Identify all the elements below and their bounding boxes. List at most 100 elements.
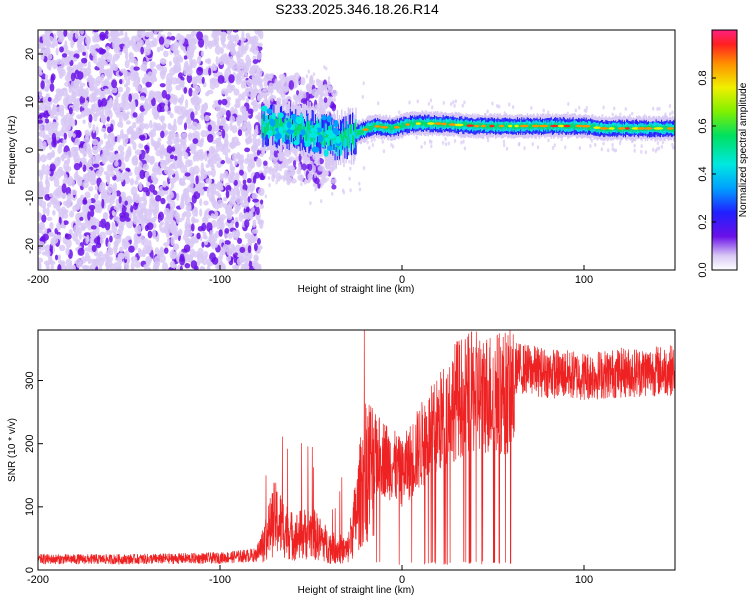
- heatmap-cell: [192, 130, 200, 138]
- heatmap-cell: [130, 102, 136, 112]
- heatmap-cell: [198, 154, 205, 161]
- heatmap-cell: [48, 62, 52, 71]
- heatmap-cell: [246, 178, 252, 184]
- heatmap-cell: [153, 106, 158, 112]
- heatmap-cell: [309, 160, 312, 165]
- heatmap-cell: [652, 125, 654, 131]
- heatmap-cell: [324, 123, 327, 143]
- heatmap-cell: [311, 146, 320, 153]
- heatmap-cell: [410, 120, 413, 130]
- heatmap-cell: [348, 159, 351, 164]
- heatmap-cell: [158, 36, 165, 45]
- heatmap-cell: [172, 65, 177, 73]
- heatmap-cell: [364, 126, 366, 137]
- heatmap-cell: [325, 66, 328, 71]
- heatmap-cell: [38, 90, 43, 99]
- heatmap-cell: [371, 125, 374, 130]
- heatmap-cell: [50, 264, 55, 270]
- heatmap-cell: [512, 123, 514, 129]
- heatmap-cell: [128, 93, 133, 102]
- heatmap-cell: [117, 122, 121, 128]
- heatmap-cell: [141, 219, 145, 230]
- heatmap-cell: [495, 124, 497, 130]
- heatmap-cell: [160, 58, 167, 65]
- heatmap-cell: [319, 96, 323, 101]
- heatmap-cell: [231, 152, 238, 162]
- heatmap-cell: [111, 57, 116, 67]
- heatmap-cell: [150, 77, 154, 83]
- heatmap-cell: [62, 151, 68, 159]
- heatmap-cell: [300, 129, 306, 136]
- heatmap-cell: [462, 139, 465, 144]
- heatmap-cell: [198, 182, 206, 187]
- heatmap-cell: [179, 255, 186, 266]
- heatmap-cell: [140, 63, 147, 72]
- heatmap-cell: [143, 217, 149, 224]
- heatmap-cell: [271, 112, 276, 120]
- heatmap-cell: [257, 219, 263, 225]
- heatmap-cell: [46, 35, 54, 43]
- heatmap-cell: [592, 124, 594, 130]
- heatmap-cell: [327, 88, 333, 94]
- heatmap-cell: [255, 157, 262, 168]
- heatmap-cell: [216, 199, 224, 208]
- heatmap-cell: [80, 147, 85, 154]
- heatmap-cell: [422, 119, 425, 130]
- heatmap-cell: [121, 205, 128, 215]
- heatmap-cell: [175, 192, 180, 201]
- heatmap-cell: [305, 130, 307, 141]
- heatmap-cell: [90, 225, 97, 230]
- heatmap-cell: [148, 208, 153, 218]
- heatmap-cell: [359, 129, 362, 135]
- heatmap-cell: [40, 103, 47, 112]
- heatmap-cell: [170, 163, 176, 168]
- heatmap-cell: [60, 261, 65, 268]
- heatmap-cell: [362, 128, 365, 134]
- heatmap-cell: [176, 105, 183, 115]
- heatmap-cell: [247, 245, 252, 254]
- heatmap-cell: [38, 42, 44, 50]
- heatmap-cell: [184, 172, 191, 177]
- heatmap-cell: [462, 121, 464, 127]
- heatmap-cell: [42, 34, 47, 40]
- heatmap-cell: [92, 123, 96, 134]
- heatmap-cell: [45, 181, 50, 190]
- heatmap-cell: [306, 138, 311, 147]
- heatmap-cell: [314, 174, 317, 179]
- heatmap-cell: [159, 69, 167, 76]
- heatmap-cell: [191, 236, 197, 245]
- heatmap-cell: [79, 30, 85, 35]
- heatmap-cell: [351, 123, 354, 144]
- heatmap-cell: [68, 51, 73, 56]
- heatmap-cell: [360, 125, 363, 135]
- heatmap-cell: [242, 179, 247, 185]
- heatmap-cell: [374, 125, 381, 128]
- heatmap-cell: [165, 93, 171, 101]
- heatmap-cell: [160, 197, 166, 205]
- heatmap-cell: [362, 81, 365, 86]
- heatmap-cell: [138, 134, 146, 140]
- heatmap-cell: [169, 187, 173, 196]
- heatmap-cell: [536, 145, 540, 150]
- heatmap-cell: [588, 125, 591, 131]
- heatmap-cell: [64, 81, 71, 87]
- heatmap-cell: [244, 254, 252, 262]
- heatmap-cell: [349, 124, 352, 135]
- heatmap-cell: [254, 235, 258, 242]
- heatmap-cell: [227, 210, 235, 216]
- heatmap-cell: [255, 206, 260, 216]
- heatmap-cell: [405, 123, 407, 129]
- heatmap-cell: [237, 129, 243, 137]
- heatmap-cell: [179, 265, 183, 270]
- heatmap-cell: [77, 220, 82, 227]
- heatmap-cell: [392, 124, 394, 130]
- heatmap-cell: [210, 167, 216, 178]
- heatmap-cell: [428, 139, 432, 144]
- heatmap-cell: [255, 72, 261, 79]
- heatmap-cell: [186, 117, 192, 124]
- heatmap-cell: [170, 35, 176, 41]
- heatmap-cell: [344, 128, 346, 148]
- heatmap-cell: [143, 101, 150, 111]
- heatmap-cell: [41, 49, 47, 55]
- heatmap-cell: [82, 180, 89, 189]
